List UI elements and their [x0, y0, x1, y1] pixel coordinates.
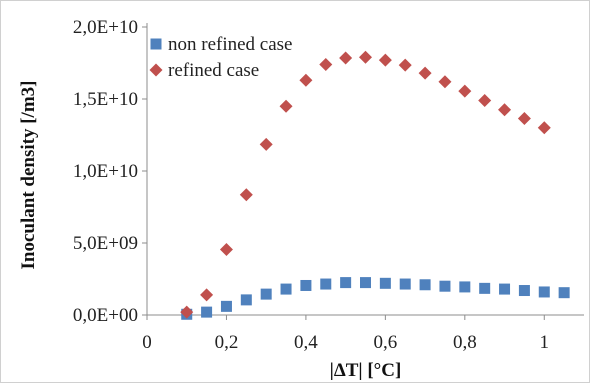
x-tick-label: 0,4	[294, 332, 318, 353]
data-point	[300, 279, 312, 291]
data-point	[180, 305, 194, 319]
y-ticks: 0,0E+00 5,0E+09 1,0E+10 1,5E+10 2,0E+10	[73, 17, 147, 326]
y-axis-title: Inoculant density [/m3]	[18, 81, 39, 270]
data-point	[419, 279, 431, 291]
legend-label: refined case	[168, 60, 259, 81]
data-point	[340, 277, 352, 289]
x-tick-label: 0	[142, 332, 152, 353]
x-tick-label: 0,6	[373, 332, 397, 353]
data-point	[518, 285, 530, 297]
y-tick-label: 0,0E+00	[73, 305, 138, 326]
data-point	[418, 66, 432, 80]
data-point	[478, 93, 492, 107]
data-point	[259, 137, 273, 151]
y-tick-label: 1,0E+10	[73, 161, 138, 182]
data-point	[240, 294, 252, 306]
x-tick-label: 0,8	[453, 332, 477, 353]
data-point	[458, 84, 472, 98]
data-point	[200, 288, 214, 302]
data-point	[558, 287, 570, 299]
data-point	[280, 283, 292, 295]
data-point	[319, 57, 333, 71]
data-point	[517, 111, 531, 125]
data-point	[498, 103, 512, 117]
legend-label: non refined case	[168, 34, 293, 55]
data-point	[359, 50, 372, 64]
data-point	[438, 75, 452, 89]
data-point	[339, 51, 353, 65]
series-refined-case	[180, 50, 551, 319]
data-point	[378, 53, 392, 67]
legend-marker	[149, 63, 163, 77]
data-point	[320, 278, 332, 290]
data-point	[260, 288, 272, 300]
data-point	[360, 277, 371, 289]
y-tick-label: 5,0E+09	[73, 233, 138, 254]
series-non-refined-case	[181, 277, 570, 320]
axes	[146, 23, 584, 316]
legend-marker	[150, 38, 162, 50]
data-point	[537, 121, 551, 135]
data-point	[201, 306, 213, 318]
data-point	[439, 280, 451, 292]
data-point	[239, 188, 253, 202]
data-point	[499, 283, 511, 295]
legend: non refined case refined case	[149, 34, 293, 81]
y-tick-label: 2,0E+10	[73, 17, 138, 38]
data-point	[299, 73, 313, 87]
data-point	[479, 282, 491, 294]
x-tick-label: 1	[540, 332, 550, 353]
data-point	[279, 99, 293, 113]
series-layer	[180, 50, 570, 320]
x-ticks: 0 0,2 0,4 0,6 0,8 1	[142, 315, 549, 353]
data-point	[398, 58, 412, 72]
x-tick-label: 0,2	[215, 332, 239, 353]
x-axis-title: |ΔT| [°C]	[330, 360, 402, 381]
data-point	[399, 278, 411, 290]
data-point	[379, 277, 391, 289]
data-point	[538, 286, 550, 298]
data-point	[459, 281, 471, 293]
data-point	[219, 242, 233, 256]
y-tick-label: 1,5E+10	[73, 89, 138, 110]
data-point	[220, 300, 232, 312]
